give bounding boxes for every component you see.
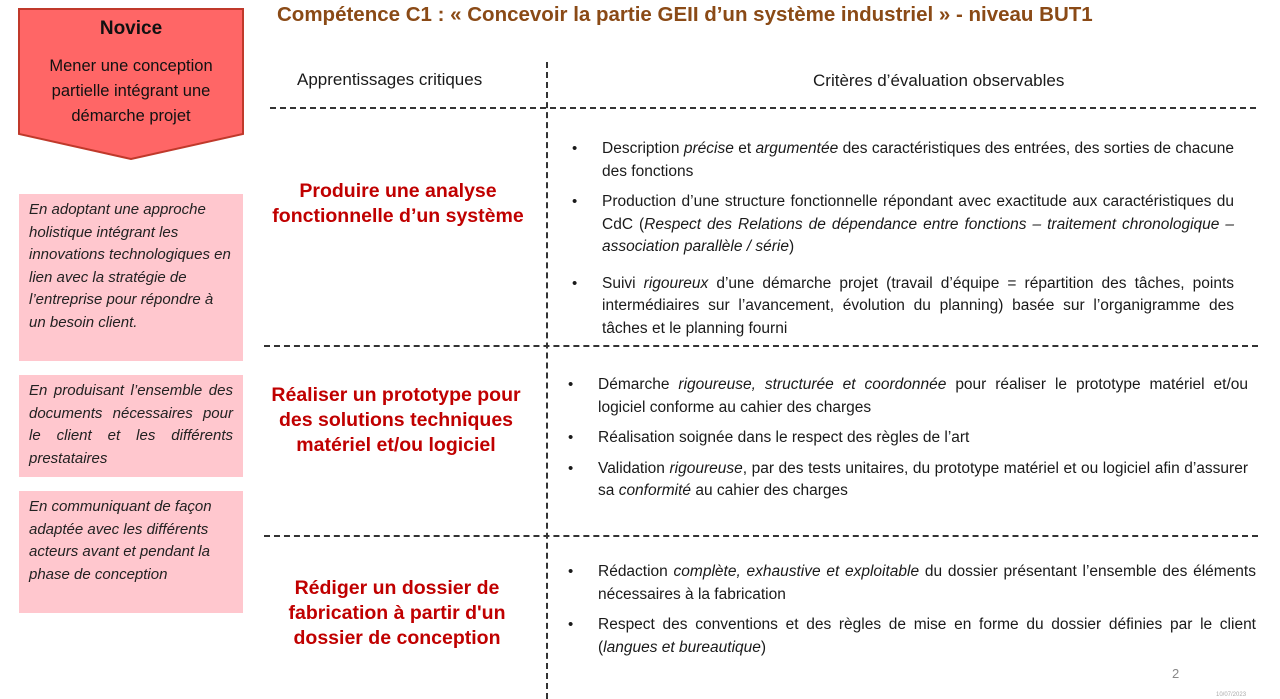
slide-title: Compétence C1 : « Concevoir la partie GE…: [277, 3, 1093, 26]
learning-row-3: Rédiger un dossier de fabrication à part…: [288, 577, 506, 649]
criterion-text: , par des tests unitaires, du prototype …: [598, 459, 1248, 500]
novice-level-banner: Novice Mener une conception partielle in…: [18, 8, 244, 160]
row-divider-1: [264, 345, 1258, 347]
criterion-emphasis: langues et bureautique: [603, 638, 761, 656]
row-divider-2: [264, 535, 1258, 537]
criterion-item: Description précise et argumentée des ca…: [570, 138, 1234, 183]
criterion-text: du dossier présentant l’ensemble des élé…: [598, 563, 1256, 603]
context-box-2: En produisant l’ensemble des documents n…: [19, 375, 243, 477]
criterion-emphasis: rigoureux: [643, 274, 709, 292]
criteria-list-row-3: Rédaction complète, exhaustive et exploi…: [566, 561, 1256, 659]
criterion-text: au cahier des charges: [691, 482, 848, 499]
criterion-item: Rédaction complète, exhaustive et exploi…: [566, 561, 1256, 606]
criterion-emphasis: Respect des Relations de dépendance entr…: [602, 215, 1235, 256]
criterion-emphasis: précise: [683, 140, 734, 157]
context-box-1: En adoptant une approche holistique inté…: [19, 194, 243, 361]
criterion-emphasis: conformité: [618, 482, 692, 499]
context-box-3: En communiquant de façon adaptée avec le…: [19, 491, 243, 613]
criterion-text: des caractéristiques des entrées, des so…: [602, 140, 1234, 180]
criterion-text: pour réaliser le prototype matériel et/o…: [598, 376, 1248, 416]
criterion-text: Production d’une structure fonctionnelle…: [602, 193, 1234, 233]
criterion-item: Validation rigoureuse, par des tests uni…: [566, 458, 1248, 503]
criterion-text: Respect des conventions et des règles de…: [598, 616, 1256, 656]
criterion-text: et: [733, 140, 756, 157]
criteria-list-row-2: Démarche rigoureuse, structurée et coord…: [566, 374, 1248, 503]
column-header-learning: Apprentissages critiques: [297, 70, 483, 89]
criterion-emphasis: complète, exhaustive et exploitable: [673, 563, 920, 580]
column-divider: [546, 62, 548, 699]
criterion-emphasis: argumentée: [755, 140, 839, 157]
date-stamp: 10/07/2023: [1216, 692, 1247, 698]
criterion-item: Respect des conventions et des règles de…: [566, 614, 1256, 659]
criterion-text: Réalisation soignée dans le respect des …: [598, 429, 970, 446]
criterion-emphasis: rigoureuse: [669, 459, 743, 477]
banner-shape: [18, 8, 244, 160]
criteria-list-row-1: Description précise et argumentée des ca…: [570, 138, 1234, 340]
criterion-text: Suivi: [602, 274, 644, 292]
criterion-item: Démarche rigoureuse, structurée et coord…: [566, 374, 1248, 419]
criterion-text: ): [760, 638, 767, 656]
level-label: Novice: [99, 18, 163, 39]
criterion-item: Production d’une structure fonctionnelle…: [570, 191, 1234, 259]
criterion-text: Rédaction: [598, 563, 674, 580]
criterion-text: d’une démarche projet (travail d’équipe …: [602, 274, 1235, 337]
criterion-text: Démarche: [598, 376, 679, 393]
learning-row-2: Réaliser un prototype pour des solutions…: [271, 384, 521, 456]
criterion-text: ): [788, 238, 795, 255]
column-header-criteria: Critères d’évaluation observables: [813, 71, 1065, 90]
criterion-text: Description: [602, 140, 684, 157]
learning-row-1: Produire une analyse fonctionnelle d’un …: [272, 180, 524, 227]
criterion-item: Réalisation soignée dans le respect des …: [566, 427, 1248, 450]
level-description: Mener une conception partielle intégrant…: [49, 57, 213, 125]
criterion-item: Suivi rigoureux d’une démarche projet (t…: [570, 273, 1234, 341]
criterion-text: Validation: [598, 459, 670, 477]
criterion-emphasis: rigoureuse, structurée et coordonnée: [678, 376, 947, 393]
header-divider: [270, 107, 1256, 109]
page-number: 2: [1172, 666, 1180, 681]
